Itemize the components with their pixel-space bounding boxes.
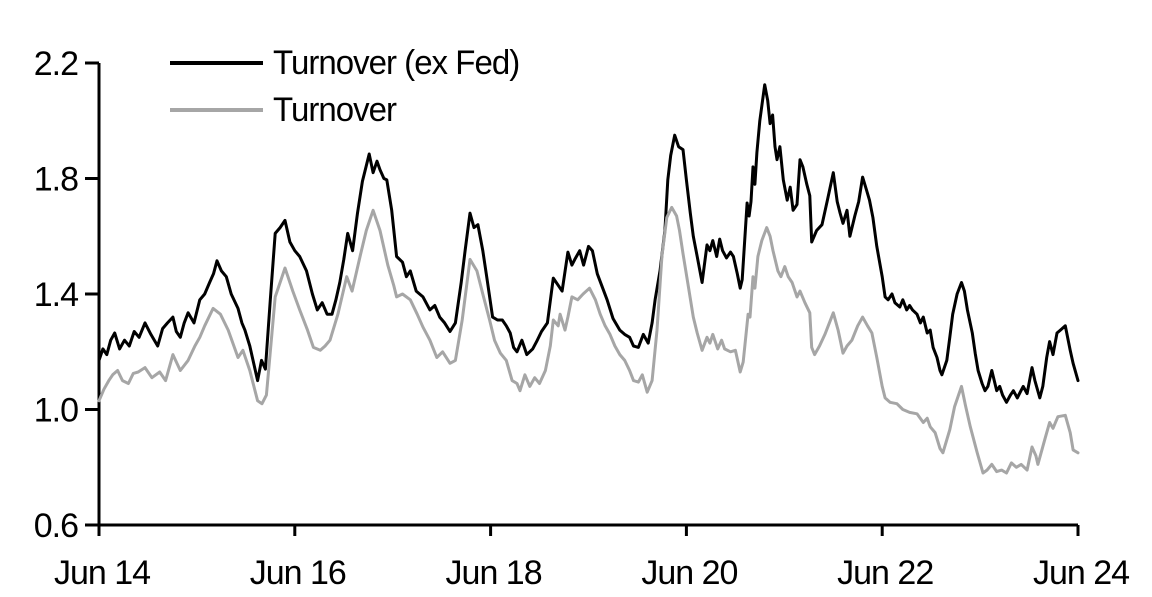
- legend-label-turnover-ex-fed: Turnover (ex Fed): [273, 43, 520, 82]
- x-tick-label: Jun 24: [1033, 554, 1129, 592]
- y-tick-label: 1.0: [34, 392, 78, 430]
- x-tick-label: Jun 20: [641, 554, 737, 592]
- legend-line-swatch-black: [170, 61, 263, 65]
- x-tick-label: Jun 14: [54, 554, 150, 592]
- legend-label-turnover: Turnover: [273, 90, 397, 129]
- y-tick-label: 2.2: [34, 45, 78, 83]
- series-line-turnover: [97, 205, 1080, 475]
- chart-legend: Turnover (ex Fed) Turnover: [170, 44, 527, 129]
- y-tick-label: 1.8: [34, 161, 78, 199]
- x-tick-label: Jun 18: [446, 554, 542, 592]
- legend-line-swatch-gray: [170, 108, 263, 112]
- x-tick-label: Jun 22: [837, 554, 933, 592]
- legend-item-turnover-ex-fed: Turnover (ex Fed): [170, 44, 527, 82]
- y-tick-label: 0.6: [34, 507, 78, 545]
- legend-item-turnover: Turnover: [170, 91, 527, 129]
- series-line-turnover-ex-fed: [97, 83, 1080, 404]
- y-tick-label: 1.4: [34, 276, 78, 314]
- x-tick-label: Jun 16: [250, 554, 346, 592]
